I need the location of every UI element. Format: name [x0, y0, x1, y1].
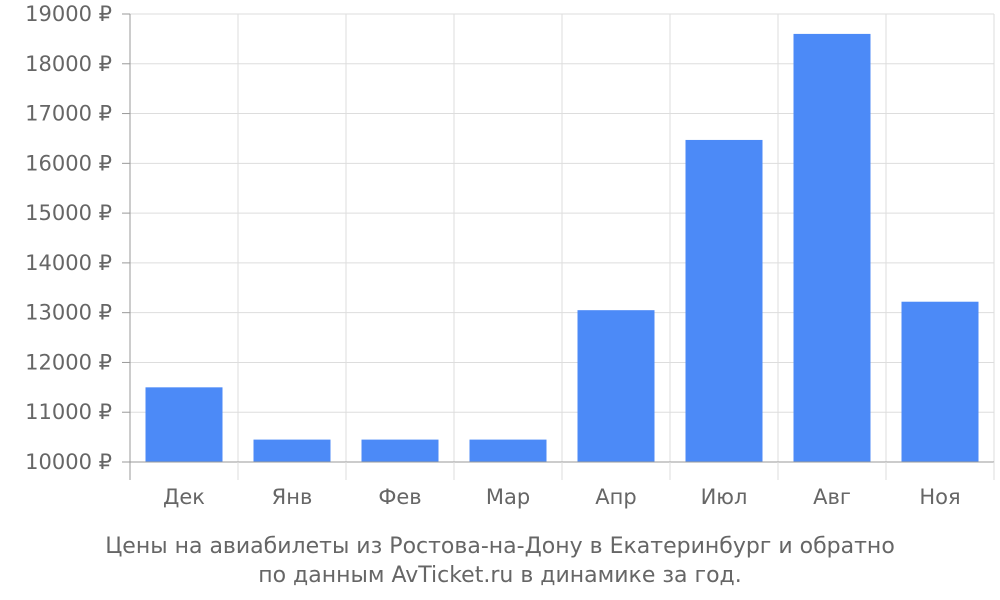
x-tick-label: Фев	[378, 485, 421, 509]
x-tick-label: Июл	[701, 485, 748, 509]
bar-7	[793, 33, 871, 463]
x-tick-label: Мар	[486, 485, 530, 509]
chart-caption: Цены на авиабилеты из Ростова-на-Дону в …	[0, 532, 1000, 590]
y-tick-label: 11000 ₽	[25, 400, 112, 424]
bar-3	[361, 439, 439, 462]
bar-1	[145, 387, 223, 462]
x-tick-label: Ноя	[919, 485, 960, 509]
caption-line-1: Цены на авиабилеты из Ростова-на-Дону в …	[105, 534, 895, 559]
y-tick-label: 16000 ₽	[25, 151, 112, 175]
y-tick-label: 17000 ₽	[25, 102, 112, 126]
chart-bars	[145, 33, 979, 463]
bar-8	[901, 301, 979, 462]
y-tick-label: 18000 ₽	[25, 52, 112, 76]
caption-line-2: по данным AvTicket.ru в динамике за год.	[258, 563, 742, 588]
bar-chart: 10000 ₽ 11000 ₽ 12000 ₽ 13000 ₽ 14000 ₽ 15000…	[25, 2, 995, 509]
y-tick-label: 14000 ₽	[25, 251, 112, 275]
y-axis-ticks: 10000 ₽ 11000 ₽ 12000 ₽ 13000 ₽ 14000 ₽ 15000…	[25, 2, 112, 474]
x-tick-label: Янв	[272, 485, 313, 509]
bar-2	[253, 439, 331, 462]
x-tick-label: Авг	[813, 485, 851, 509]
y-tick-label: 13000 ₽	[25, 301, 112, 325]
y-tick-label: 12000 ₽	[25, 350, 112, 374]
x-axis-ticks: Дек Янв Фев Мар Апр Июл Авг Ноя	[163, 485, 961, 509]
chart-grid	[130, 13, 995, 463]
bar-5	[577, 310, 655, 462]
x-tick-label: Апр	[595, 485, 636, 509]
x-tick-label: Дек	[163, 485, 205, 509]
bar-6	[685, 139, 763, 462]
y-tick-label: 19000 ₽	[25, 2, 112, 26]
bar-4	[469, 439, 547, 462]
chart-axes	[122, 13, 995, 480]
y-tick-label: 10000 ₽	[25, 450, 112, 474]
y-tick-label: 15000 ₽	[25, 201, 112, 225]
